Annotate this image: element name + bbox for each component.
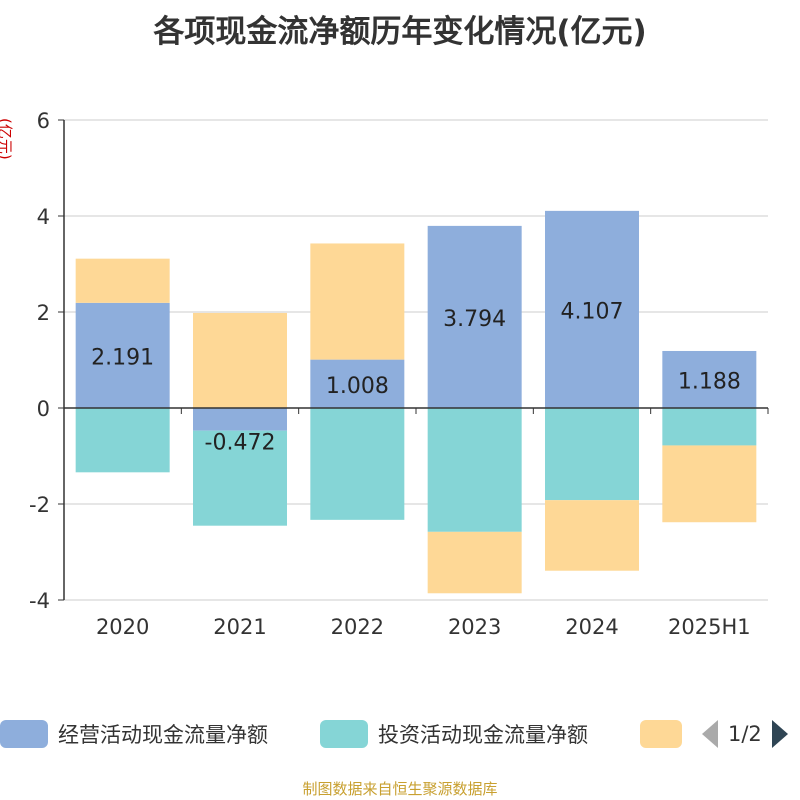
- legend-label-operating: 经营活动现金流量净额: [58, 723, 268, 747]
- bar-segment: [75, 258, 170, 303]
- legend-item-operating[interactable]: 经营活动现金流量净额: [0, 716, 268, 752]
- bar-segment: [75, 302, 170, 408]
- data-label: 4.107: [561, 299, 624, 324]
- bar-segment: [75, 408, 170, 473]
- data-label: -0.472: [205, 431, 276, 456]
- axes: -4 -2 0 2 4 6 2020 2021 2022 2023 2024 2025H1: [29, 109, 769, 639]
- bar-segment: [662, 350, 757, 408]
- x-tick-label: 2021: [213, 615, 266, 639]
- y-tick-label: 4: [37, 205, 50, 229]
- bar-segment: [545, 210, 639, 408]
- data-source-footer: 制图数据来自恒生聚源数据库: [302, 780, 498, 798]
- x-tick-label: 2023: [448, 615, 501, 639]
- bar-segment: [310, 359, 405, 408]
- y-axis-unit-label: (亿元): [0, 118, 14, 160]
- chart-title: 各项现金流净额历年变化情况(亿元): [153, 14, 647, 50]
- legend: 经营活动现金流量净额 投资活动现金流量净额 1/2: [0, 716, 800, 754]
- triangle-left-icon[interactable]: [700, 720, 720, 748]
- y-tick-label: 0: [37, 397, 50, 421]
- bar-segment: [427, 225, 522, 408]
- bar-segment: [310, 408, 405, 520]
- legend-swatch-investing: [320, 720, 368, 748]
- triangle-right-icon[interactable]: [770, 720, 790, 748]
- y-tick-label: -2: [29, 493, 50, 517]
- y-tick-label: 6: [37, 109, 50, 133]
- bar-segment: [427, 531, 522, 594]
- legend-pager: 1/2: [700, 716, 790, 752]
- y-tick-label: -4: [29, 589, 50, 613]
- legend-item-investing[interactable]: 投资活动现金流量净额: [320, 716, 588, 752]
- x-tick-label: 2020: [96, 615, 149, 639]
- data-label: 2.191: [91, 345, 154, 370]
- legend-swatch-financing: [640, 720, 682, 748]
- data-label: 1.008: [326, 374, 389, 399]
- bar-segment: [193, 430, 287, 526]
- data-label: 1.188: [678, 369, 741, 394]
- bar-segment: [662, 445, 757, 523]
- bar-segment: [545, 500, 639, 571]
- stacked-bar-chart: -4 -2 0 2 4 6 2020 2021 2022 2023 2024 2025H1 2.191…: [0, 109, 769, 639]
- legend-label-investing: 投资活动现金流量净额: [378, 723, 588, 747]
- data-labels: 2.191 -0.472 1.008 3.794 4.107 1.188: [91, 299, 741, 455]
- bar-segment: [193, 312, 287, 408]
- bars: [75, 210, 757, 594]
- y-tick-label: 2: [37, 301, 50, 325]
- x-tick-label: 2025H1: [668, 615, 751, 639]
- bar-segment: [662, 408, 757, 446]
- x-tick-label: 2022: [331, 615, 384, 639]
- x-tick-label: 2024: [565, 615, 618, 639]
- legend-swatch-operating: [0, 720, 48, 748]
- grid-lines: [64, 119, 768, 601]
- legend-page-indicator: 1/2: [728, 722, 762, 746]
- bar-segment: [427, 408, 522, 532]
- bar-segment: [545, 408, 639, 501]
- bar-segment: [310, 243, 405, 360]
- bar-segment: [193, 408, 287, 431]
- legend-item-financing[interactable]: [640, 716, 682, 752]
- data-label: 3.794: [443, 307, 506, 332]
